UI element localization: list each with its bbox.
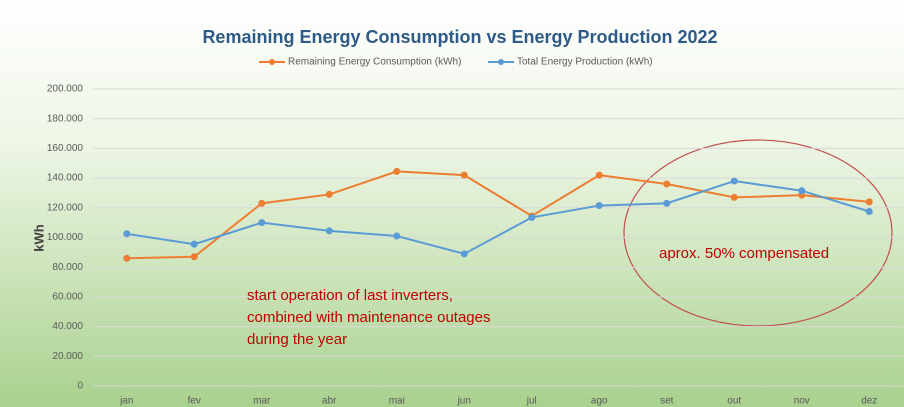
y-axis-label: kWh xyxy=(31,224,46,252)
x-tick-label: set xyxy=(660,396,674,407)
y-tick-label: 200.000 xyxy=(47,84,84,95)
series-marker xyxy=(595,202,603,210)
x-tick-label: out xyxy=(727,396,741,407)
series-marker xyxy=(865,198,873,206)
annotation: start operation of last inverters, xyxy=(247,287,453,304)
series-marker xyxy=(663,199,671,207)
x-tick-label: mai xyxy=(389,396,405,407)
series-marker xyxy=(325,227,333,235)
annotation: aprox. 50% compensated xyxy=(659,245,829,262)
y-tick-label: 180.000 xyxy=(47,113,84,124)
x-tick-label: mar xyxy=(253,396,271,407)
highlight-ellipse xyxy=(623,139,893,327)
series-line xyxy=(126,170,870,260)
series-marker xyxy=(460,171,468,179)
legend-marker xyxy=(269,59,275,65)
x-tick-label: abr xyxy=(322,396,337,407)
series-marker xyxy=(730,193,738,201)
series-marker xyxy=(123,230,131,238)
y-tick-label: 0 xyxy=(77,381,83,392)
y-tick-label: 40.000 xyxy=(52,321,83,332)
y-tick-label: 20.000 xyxy=(52,351,83,362)
series-marker xyxy=(730,177,738,185)
legend-label: Total Energy Production (kWh) xyxy=(517,57,653,68)
chart-title: Remaining Energy Consumption vs Energy P… xyxy=(202,27,717,47)
x-tick-label: jan xyxy=(119,396,133,407)
series-marker xyxy=(460,250,468,258)
annotation: combined with maintenance outages xyxy=(247,309,491,326)
annotation: during the year xyxy=(247,331,347,348)
y-tick-label: 80.000 xyxy=(52,262,83,273)
x-tick-label: dez xyxy=(861,396,877,407)
series-marker xyxy=(258,199,266,207)
series-marker xyxy=(258,219,266,227)
series-marker xyxy=(393,232,401,240)
x-tick-label: ago xyxy=(591,396,608,407)
series-marker xyxy=(798,187,806,195)
series-line xyxy=(126,180,870,255)
series-marker xyxy=(528,213,536,221)
series-marker xyxy=(190,253,198,261)
y-tick-label: 100.000 xyxy=(47,232,84,243)
series-marker xyxy=(123,254,131,262)
series-marker xyxy=(663,180,671,188)
y-tick-label: 120.000 xyxy=(47,202,84,213)
x-tick-label: nov xyxy=(794,396,810,407)
legend-label: Remaining Energy Consumption (kWh) xyxy=(288,57,461,68)
x-tick-label: jul xyxy=(526,396,537,407)
series-marker xyxy=(190,240,198,248)
y-tick-label: 60.000 xyxy=(52,292,83,303)
series-marker xyxy=(865,208,873,216)
series-marker xyxy=(325,190,333,198)
x-tick-label: fev xyxy=(188,396,201,407)
y-tick-label: 160.000 xyxy=(47,143,84,154)
series-marker xyxy=(393,167,401,175)
y-tick-label: 140.000 xyxy=(47,173,84,184)
x-tick-label: jun xyxy=(457,396,471,407)
series-marker xyxy=(595,171,603,179)
legend-marker xyxy=(498,59,504,65)
